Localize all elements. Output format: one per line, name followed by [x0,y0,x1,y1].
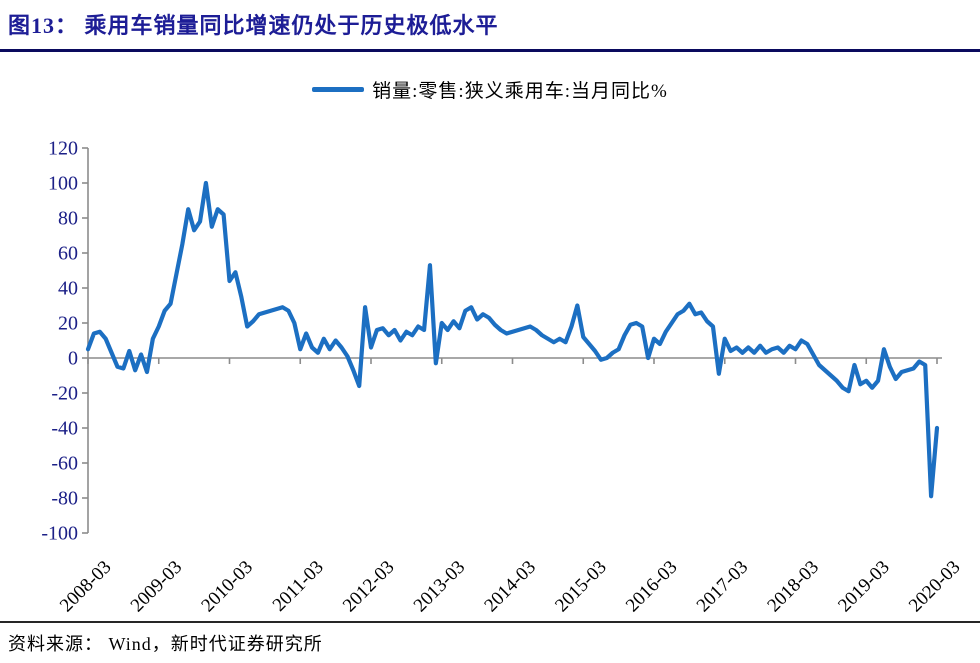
y-axis-tick-label: 40 [58,278,78,300]
x-axis-tick-label: 2014-03 [480,557,540,617]
x-axis-tick-label: 2016-03 [622,557,682,617]
y-axis-tick-label: -40 [51,418,78,440]
x-axis-tick-label: 2012-03 [339,557,399,617]
x-axis-tick-label: 2009-03 [127,557,187,617]
y-axis-tick-label: 20 [58,313,78,335]
x-axis-tick-label: 2020-03 [905,557,965,617]
x-axis-tick-label: 2011-03 [269,557,328,616]
y-axis-tick-label: 120 [48,138,78,160]
y-axis-tick-label: -20 [51,383,78,405]
x-axis-tick-label: 2019-03 [834,557,894,617]
title-divider [0,49,980,52]
figure-title: 图13： 乘用车销量同比增速仍处于历史极低水平 [8,13,499,38]
x-axis-tick-label: 2018-03 [763,557,823,617]
y-axis-tick-label: -80 [51,488,78,510]
y-axis-tick-label: 0 [68,348,78,370]
source-note: 资料来源： Wind，新时代证券研究所 [8,634,323,654]
y-axis-tick-label: 100 [48,173,78,195]
y-axis-tick-label: -100 [41,523,78,545]
x-axis-tick-label: 2015-03 [551,557,611,617]
x-axis-tick-label: 2010-03 [197,557,257,617]
y-axis-tick-label: -60 [51,453,78,475]
x-axis-tick-label: 2013-03 [410,557,470,617]
x-axis-tick-label: 2017-03 [693,557,753,617]
chart-legend: 销量:零售:狭义乘用车:当月同比% [0,76,980,103]
legend-series-label: 销量:零售:狭义乘用车:当月同比% [372,81,668,102]
y-axis-tick-label: 60 [58,243,78,265]
x-axis-tick-label: 2008-03 [56,557,116,617]
legend-line-swatch [312,87,365,92]
y-axis-tick-label: 80 [58,208,78,230]
footer-divider [0,621,980,623]
series-line [85,180,940,499]
